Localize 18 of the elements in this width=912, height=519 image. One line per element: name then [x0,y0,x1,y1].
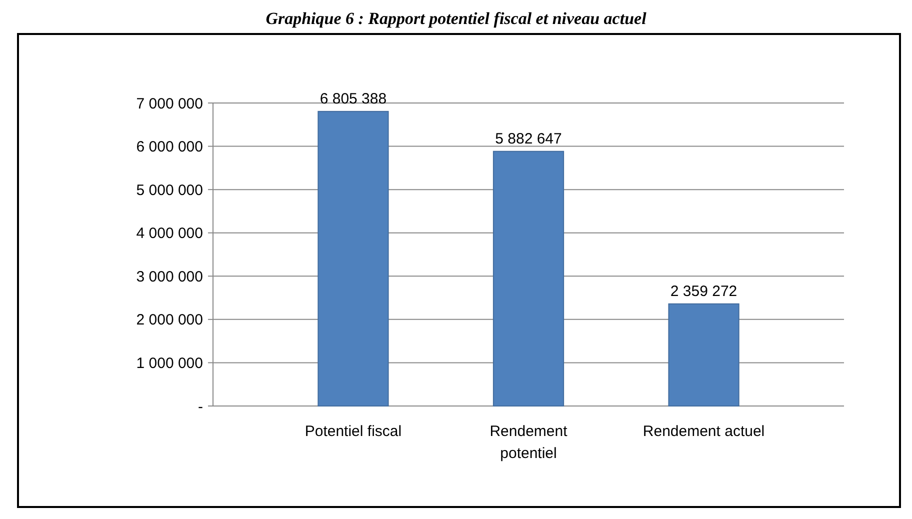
x-tick-label: Potentiel fiscal [304,423,402,440]
bar [492,150,564,406]
y-tick-label: 2 000 000 [136,312,203,329]
x-tick-label: Rendement potentiel [490,423,568,462]
data-label: 6 805 388 [320,90,387,108]
data-label: 2 359 272 [670,282,738,300]
y-tick-label: 1 000 000 [136,354,203,372]
y-tick-label: 7 000 000 [136,95,203,112]
data-label: 5 882 647 [495,130,562,148]
x-tick-label: Rendement actuel [642,423,765,440]
bar [668,303,740,406]
y-tick-label: 3 000 000 [136,268,203,286]
y-tick-label: 5 000 000 [136,182,203,199]
y-tick-label: 4 000 000 [136,225,203,242]
y-tick-label: - [198,398,203,416]
bar [318,110,389,406]
y-tick-label: 6 000 000 [136,138,203,156]
chart-title: Graphique 6 : Rapport potentiel fiscal et niveau actuel [266,9,647,28]
